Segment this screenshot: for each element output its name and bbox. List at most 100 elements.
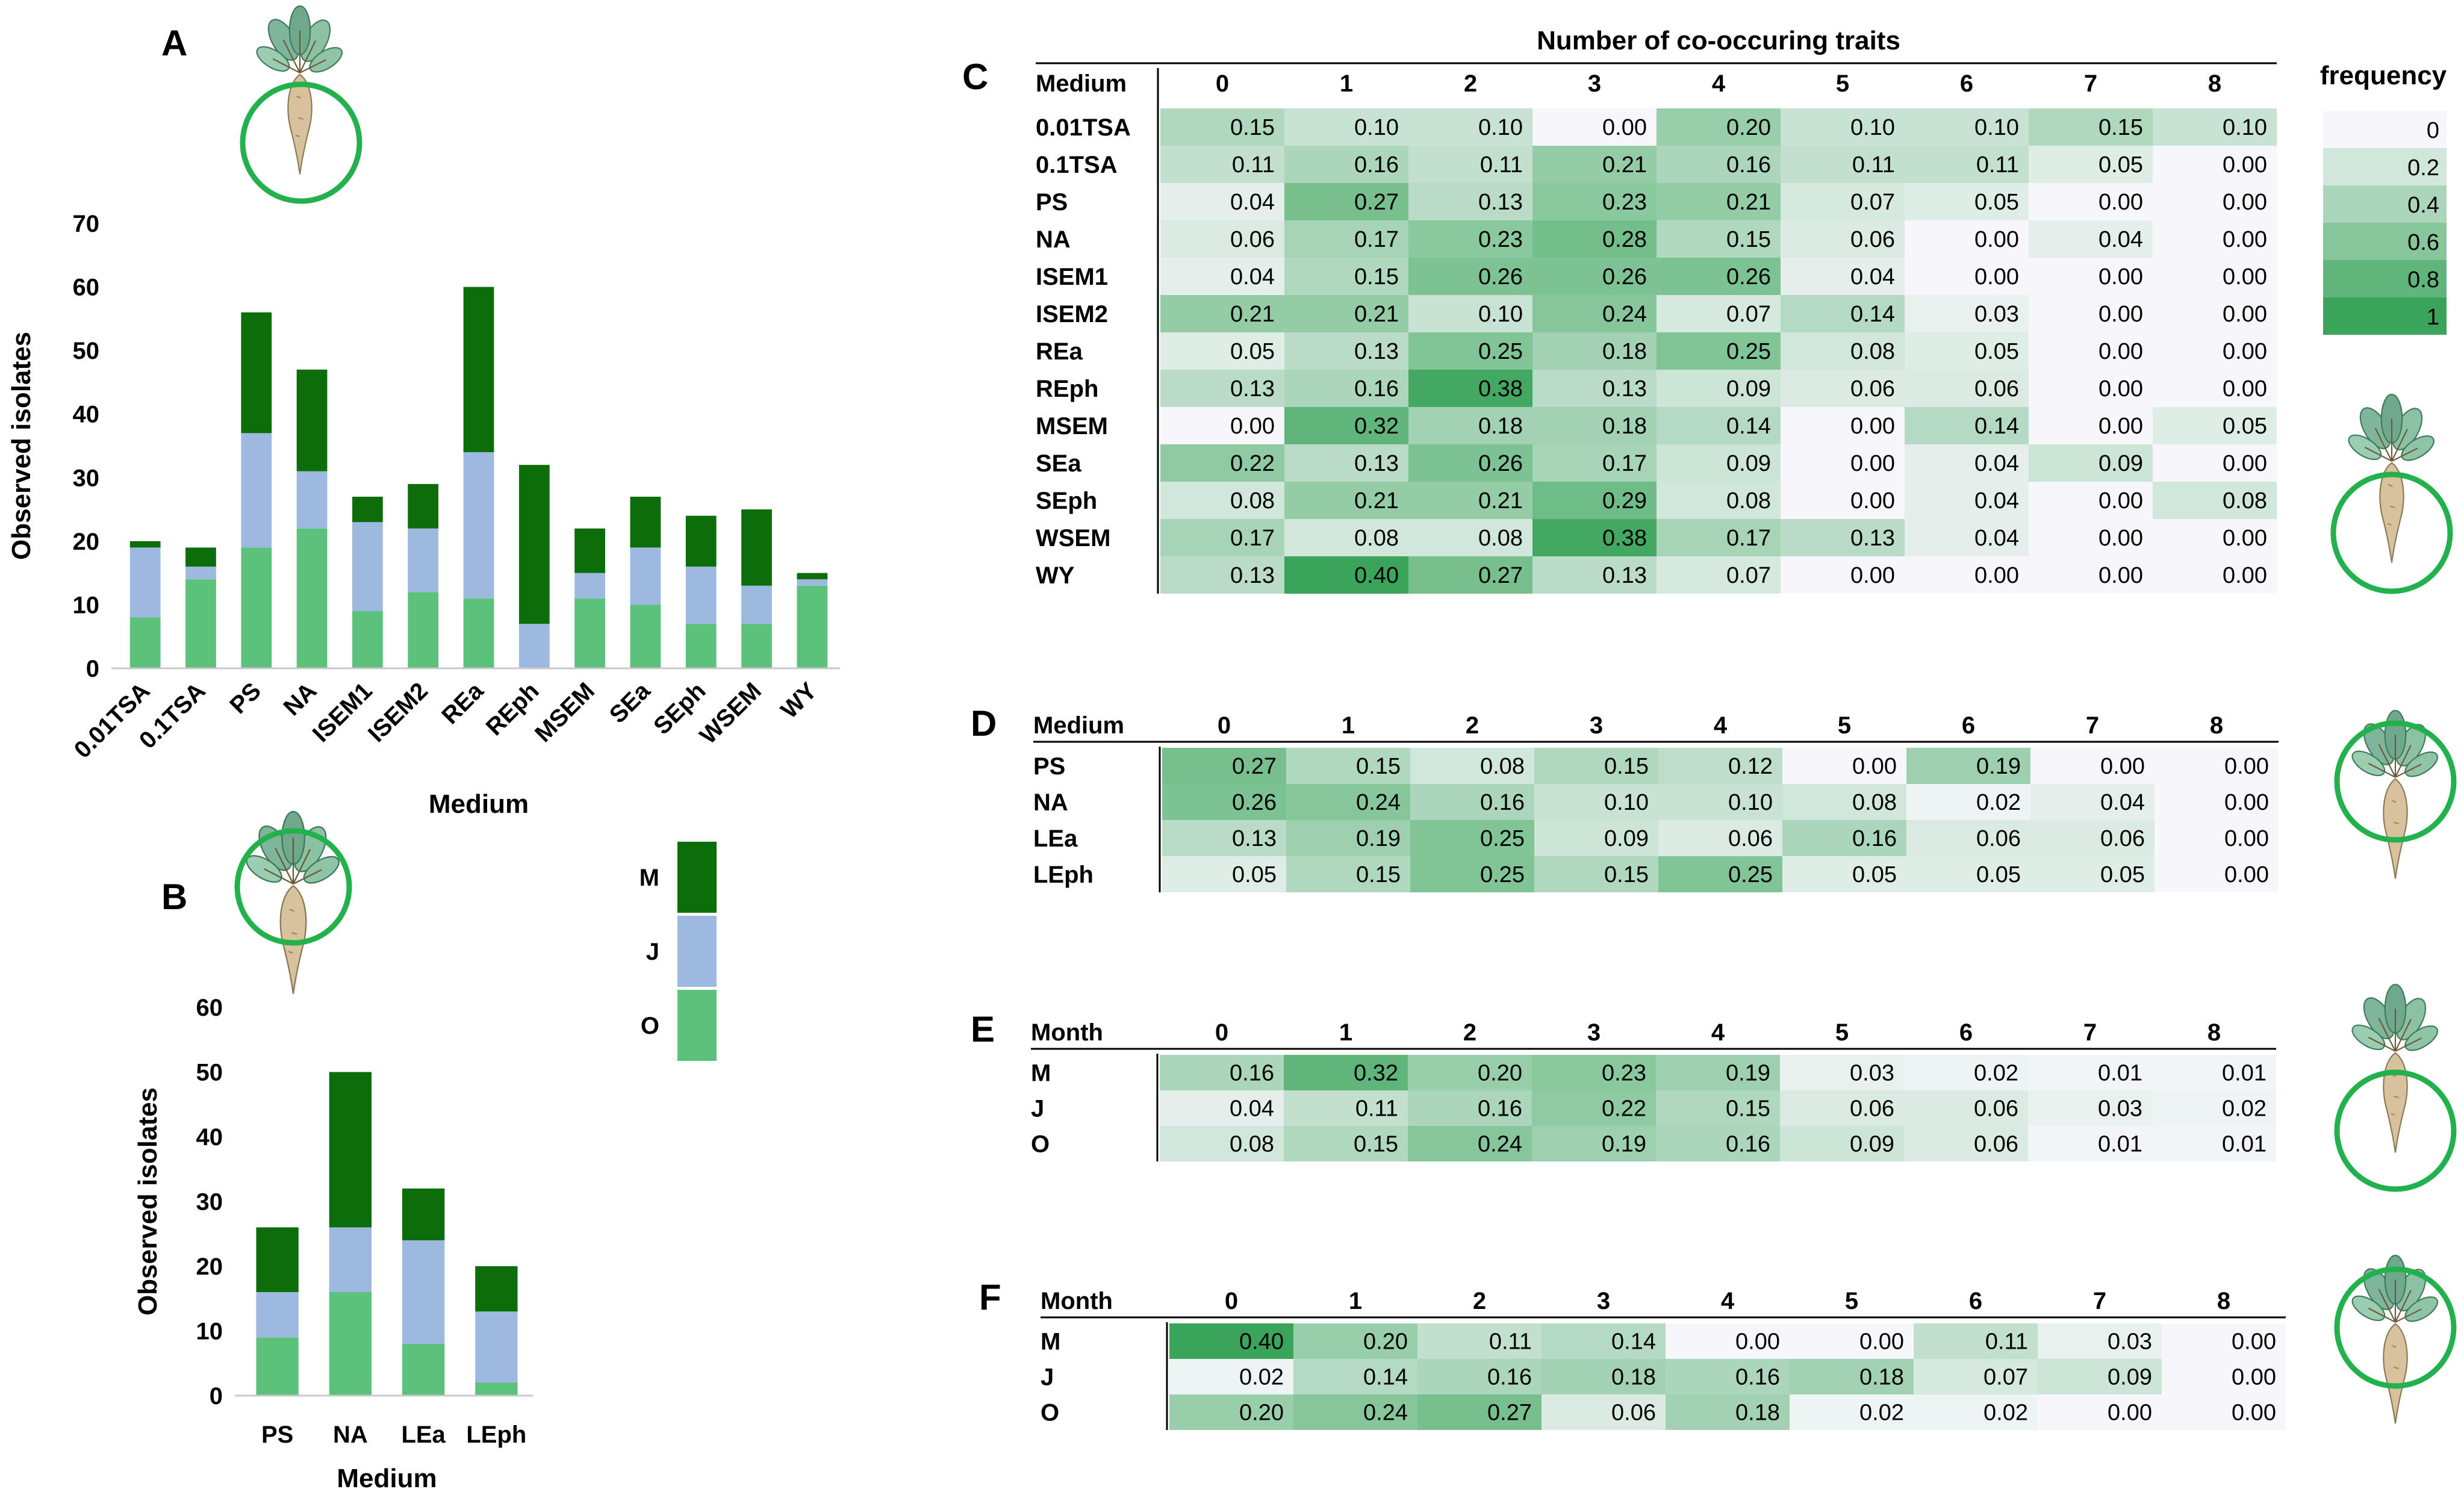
highlight-circle-b <box>234 828 352 946</box>
heat-value-C-MSEM-3: 0.18 <box>1602 414 1647 439</box>
bar-A-MSEM-M <box>574 528 605 573</box>
bar-A-PS-O <box>241 547 272 668</box>
heat-value-E-M-1: 0.32 <box>1354 1061 1398 1086</box>
heat-cell-C-0.01TSA-7 <box>2029 108 2153 146</box>
heat-cell-D-LEph-0 <box>1162 856 1286 892</box>
heat-value-C-0.01TSA-7: 0.15 <box>2098 115 2143 140</box>
row-label-D-LEph: LEph <box>1033 862 1094 888</box>
heat-cell-D-NA-1 <box>1286 784 1410 820</box>
heat-value-C-SEph-1: 0.21 <box>1354 488 1399 514</box>
row-label-F-M: M <box>1041 1329 1060 1355</box>
heat-cell-C-ISEM1-1 <box>1284 258 1408 295</box>
heat-cell-D-LEph-6 <box>1906 856 2030 892</box>
heat-value-E-M-8: 0.01 <box>2222 1061 2266 1086</box>
heat-value-C-MSEM-1: 0.32 <box>1354 414 1399 439</box>
y-tick-label-A-4: 40 <box>73 402 100 428</box>
heat-cell-F-M-7 <box>2038 1323 2162 1359</box>
heat-value-D-LEph-8: 0.00 <box>2224 862 2269 887</box>
heat-cell-F-O-8 <box>2162 1394 2286 1430</box>
heat-cell-E-M-6 <box>1904 1055 2028 1090</box>
bar-B-LEa-J <box>402 1240 445 1344</box>
heat-value-C-PS-7: 0.00 <box>2098 190 2143 215</box>
heat-cell-F-M-3 <box>1542 1323 1666 1359</box>
heat-cell-E-O-7 <box>2028 1126 2152 1161</box>
heat-value-C-REph-6: 0.06 <box>1974 376 2019 402</box>
heat-value-C-0.1TSA-7: 0.05 <box>2098 152 2143 178</box>
heat-cell-F-J-0 <box>1169 1359 1293 1394</box>
heat-value-C-WSEM-7: 0.00 <box>2098 526 2143 551</box>
heat-value-C-WY-1: 0.40 <box>1354 563 1399 588</box>
heat-cell-C-REa-7 <box>2029 332 2153 370</box>
heat-cell-E-O-0 <box>1160 1126 1284 1161</box>
heat-cell-D-PS-1 <box>1286 748 1410 784</box>
panel-letter-f: F <box>979 1277 1001 1317</box>
bar-A-WSEM-J <box>741 585 772 624</box>
heat-value-C-PS-6: 0.05 <box>1974 190 2019 215</box>
heat-cell-C-NA-2 <box>1408 220 1532 258</box>
heat-value-D-LEph-7: 0.05 <box>2100 862 2145 887</box>
column-header-D-3: 3 <box>1590 712 1603 739</box>
heat-cell-C-SEa-2 <box>1408 444 1532 482</box>
panel-letter-b: B <box>161 877 187 917</box>
heat-cell-C-MSEM-5 <box>1781 407 1905 444</box>
heat-value-F-O-8: 0.00 <box>2232 1400 2276 1426</box>
panel-letter-e: E <box>971 1009 995 1049</box>
heat-cell-C-SEph-5 <box>1781 482 1905 519</box>
panel-letter-c: C <box>962 57 988 97</box>
y-axis-title-A: Observed isolates <box>7 332 36 560</box>
y-tick-label-A-7: 70 <box>73 211 100 237</box>
bar-A-0.01TSA-J <box>129 547 161 618</box>
heat-value-C-ISEM2-1: 0.21 <box>1354 302 1399 327</box>
x-tick-label-B-1: NA <box>333 1422 368 1448</box>
heat-cell-C-MSEM-4 <box>1657 407 1781 444</box>
heat-cell-C-REph-4 <box>1657 370 1781 407</box>
row-label-E-M: M <box>1031 1060 1051 1087</box>
heat-value-C-MSEM-2: 0.18 <box>1478 414 1523 439</box>
bar-A-ISEM2-O <box>408 592 439 668</box>
heat-cell-C-ISEM2-6 <box>1905 295 2029 332</box>
heat-cell-C-PS-6 <box>1905 183 2029 220</box>
heat-value-C-REph-7: 0.00 <box>2098 376 2143 402</box>
heat-cell-C-REa-6 <box>1905 332 2029 370</box>
heat-cell-D-PS-3 <box>1534 748 1658 784</box>
heat-value-C-ISEM2-6: 0.03 <box>1974 302 2019 327</box>
heat-value-D-NA-7: 0.04 <box>2100 790 2145 815</box>
heat-cell-E-J-8 <box>2152 1090 2276 1126</box>
highlight-circle-c <box>2330 471 2453 594</box>
heat-value-F-M-0: 0.40 <box>1239 1329 1284 1355</box>
panel-letter-d: D <box>971 703 997 744</box>
heat-value-C-WSEM-5: 0.13 <box>1850 526 1895 551</box>
heat-cell-F-J-3 <box>1542 1359 1666 1394</box>
x-tick-label-A-2: PS <box>225 677 266 719</box>
y-tick-label-A-2: 20 <box>73 529 100 555</box>
heat-cell-D-LEph-5 <box>1782 856 1906 892</box>
heat-value-E-J-5: 0.06 <box>1850 1096 1894 1122</box>
frequency-tick-3: 0.6 <box>2407 230 2439 255</box>
heat-value-D-PS-3: 0.15 <box>1604 754 1649 779</box>
heat-cell-C-PS-1 <box>1284 183 1408 220</box>
heat-value-C-SEa-1: 0.13 <box>1354 451 1399 476</box>
heat-cell-E-J-4 <box>1656 1090 1780 1126</box>
heat-cell-C-0.01TSA-8 <box>2153 108 2277 146</box>
bar-A-0.01TSA-M <box>129 541 161 548</box>
heat-value-C-WY-3: 0.13 <box>1602 563 1647 588</box>
frequency-tick-1: 0.2 <box>2407 155 2439 181</box>
heat-value-C-ISEM1-4: 0.26 <box>1726 264 1771 290</box>
heat-value-E-O-5: 0.09 <box>1850 1132 1894 1157</box>
heat-cell-C-WSEM-1 <box>1284 519 1408 556</box>
bar-A-REph-M <box>518 465 550 624</box>
heat-cell-C-ISEM1-2 <box>1408 258 1532 295</box>
heat-cell-F-J-1 <box>1293 1359 1417 1394</box>
heat-value-D-LEa-2: 0.25 <box>1480 826 1525 851</box>
heat-cell-F-M-4 <box>1666 1323 1790 1359</box>
heat-cell-E-M-1 <box>1284 1055 1408 1090</box>
heat-cell-C-ISEM2-3 <box>1532 295 1657 332</box>
y-tick-label-B-0: 0 <box>210 1383 223 1409</box>
beet-leaves-icon-b <box>241 810 344 995</box>
column-header-E-0: 0 <box>1215 1019 1228 1046</box>
heat-value-C-WSEM-6: 0.04 <box>1974 526 2019 551</box>
heat-value-E-M-2: 0.20 <box>1478 1061 1522 1086</box>
heat-value-F-O-1: 0.24 <box>1363 1400 1408 1426</box>
column-header-F-4: 4 <box>1721 1288 1735 1314</box>
heat-cell-C-SEa-5 <box>1781 444 1905 482</box>
